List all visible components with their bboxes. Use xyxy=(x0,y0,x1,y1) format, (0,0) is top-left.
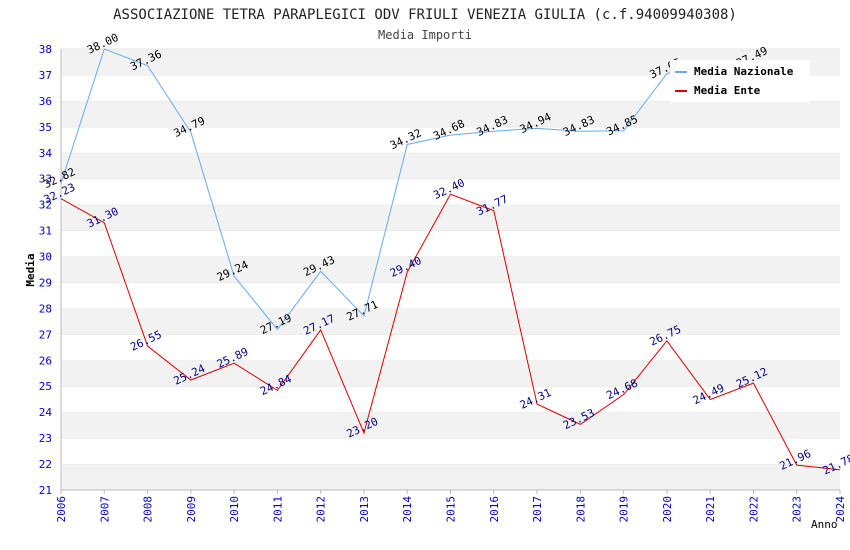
x-tick-label: 2018 xyxy=(574,496,587,523)
grid-band xyxy=(61,230,840,257)
x-tick-label: 2010 xyxy=(228,496,241,523)
y-tick-label: 31 xyxy=(39,225,52,238)
y-tick-label: 27 xyxy=(39,328,52,341)
grid-band xyxy=(61,464,840,490)
x-tick-label: 2007 xyxy=(98,496,111,523)
grid-band xyxy=(61,126,840,153)
y-tick-label: 34 xyxy=(39,147,53,160)
legend-box xyxy=(670,60,810,102)
y-tick-labels: 21 22 23 24 25 26 27 28 29 30 31 32 33 34 35 36 37 38 xyxy=(39,43,53,497)
y-tick-label: 37 xyxy=(39,69,52,82)
y-tick-label: 29 xyxy=(39,276,52,289)
grid-band xyxy=(61,152,840,179)
legend: Media Nazionale Media Ente xyxy=(670,60,810,102)
series-lines xyxy=(60,48,841,471)
x-tick-label: 2016 xyxy=(488,496,501,523)
y-tick-label: 32 xyxy=(39,199,52,212)
x-tick-label: 2021 xyxy=(704,496,717,523)
x-tick-label: 2008 xyxy=(142,496,155,523)
x-tick-label: 2024 xyxy=(834,496,847,523)
y-tick-label: 28 xyxy=(39,302,52,315)
y-tick-label: 25 xyxy=(39,380,52,393)
x-tick-label: 2019 xyxy=(618,496,631,523)
grid-band xyxy=(61,178,840,205)
y-tick-label: 33 xyxy=(39,173,52,186)
y-tick-label: 21 xyxy=(39,484,52,497)
series-line-nazionale xyxy=(60,48,754,331)
x-axis-label: Anno xyxy=(811,518,838,531)
x-tick-label: 2017 xyxy=(531,496,544,523)
x-tick-label: 2006 xyxy=(55,496,68,523)
y-axis-label: Media xyxy=(24,253,37,286)
x-tick-label: 2023 xyxy=(791,496,804,523)
grid-band xyxy=(61,308,840,335)
grid-band xyxy=(61,256,840,283)
chart-title: ASSOCIAZIONE TETRA PARAPLEGICI ODV FRIUL… xyxy=(113,7,737,23)
x-tick-label: 2014 xyxy=(401,496,414,523)
y-tick-label: 30 xyxy=(39,251,52,264)
y-tick-label: 23 xyxy=(39,432,52,445)
x-tick-label: 2012 xyxy=(315,496,328,523)
x-tick-label: 2015 xyxy=(445,496,458,523)
x-tick-label: 2009 xyxy=(185,496,198,523)
x-tick-labels: 2006 2007 2008 2009 2010 2011 2012 2013 2014 2015… xyxy=(55,496,847,523)
x-tick-label: 2011 xyxy=(271,496,284,523)
grid-band xyxy=(61,412,840,439)
axes xyxy=(60,49,841,494)
y-tick-label: 35 xyxy=(39,121,52,134)
legend-label-ente: Media Ente xyxy=(694,84,761,97)
y-tick-label: 38 xyxy=(39,43,52,56)
x-tick-label: 2020 xyxy=(661,496,674,523)
legend-label-nazionale: Media Nazionale xyxy=(694,65,794,78)
x-tick-label: 2013 xyxy=(358,496,371,523)
grid-band xyxy=(61,282,840,309)
y-tick-label: 22 xyxy=(39,458,52,471)
x-tick-label: 2022 xyxy=(747,496,760,523)
y-tick-label: 36 xyxy=(39,95,52,108)
grid-band xyxy=(61,360,840,387)
grid-band xyxy=(61,438,840,465)
grid-band xyxy=(61,100,840,127)
grid-bands xyxy=(61,48,840,490)
grid-band xyxy=(61,204,840,231)
y-tick-label: 24 xyxy=(39,406,53,419)
series-line-ente xyxy=(60,193,841,471)
chart-subtitle: Media Importi xyxy=(378,28,472,42)
y-tick-label: 26 xyxy=(39,354,52,367)
grid-band xyxy=(61,334,840,361)
